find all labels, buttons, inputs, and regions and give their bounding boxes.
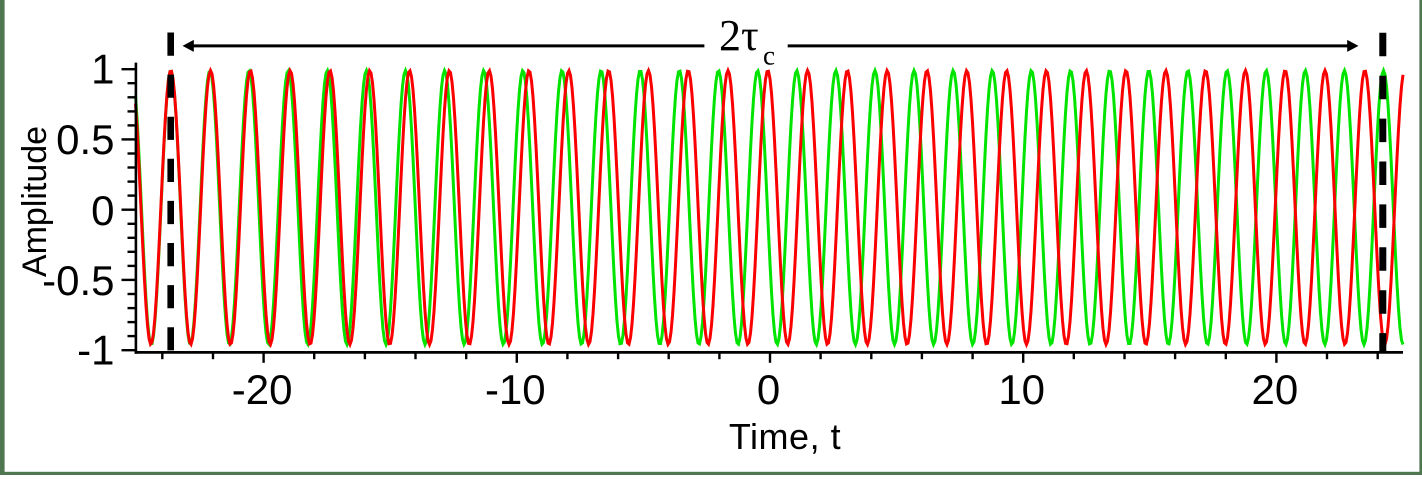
svg-text:Time, t: Time, t xyxy=(729,416,841,457)
svg-text:Amplitude: Amplitude xyxy=(16,126,54,277)
svg-text:0.5: 0.5 xyxy=(56,116,114,163)
svg-text:20: 20 xyxy=(1252,366,1299,413)
svg-text:2τ: 2τ xyxy=(719,11,759,60)
svg-text:c: c xyxy=(763,41,775,71)
svg-text:10: 10 xyxy=(998,366,1045,413)
svg-text:-1: -1 xyxy=(77,327,114,374)
svg-text:-10: -10 xyxy=(485,366,546,413)
svg-text:0: 0 xyxy=(757,366,780,413)
svg-text:-20: -20 xyxy=(232,366,293,413)
svg-text:1: 1 xyxy=(91,46,114,93)
svg-text:0: 0 xyxy=(91,187,114,234)
svg-text:-0.5: -0.5 xyxy=(42,257,114,304)
